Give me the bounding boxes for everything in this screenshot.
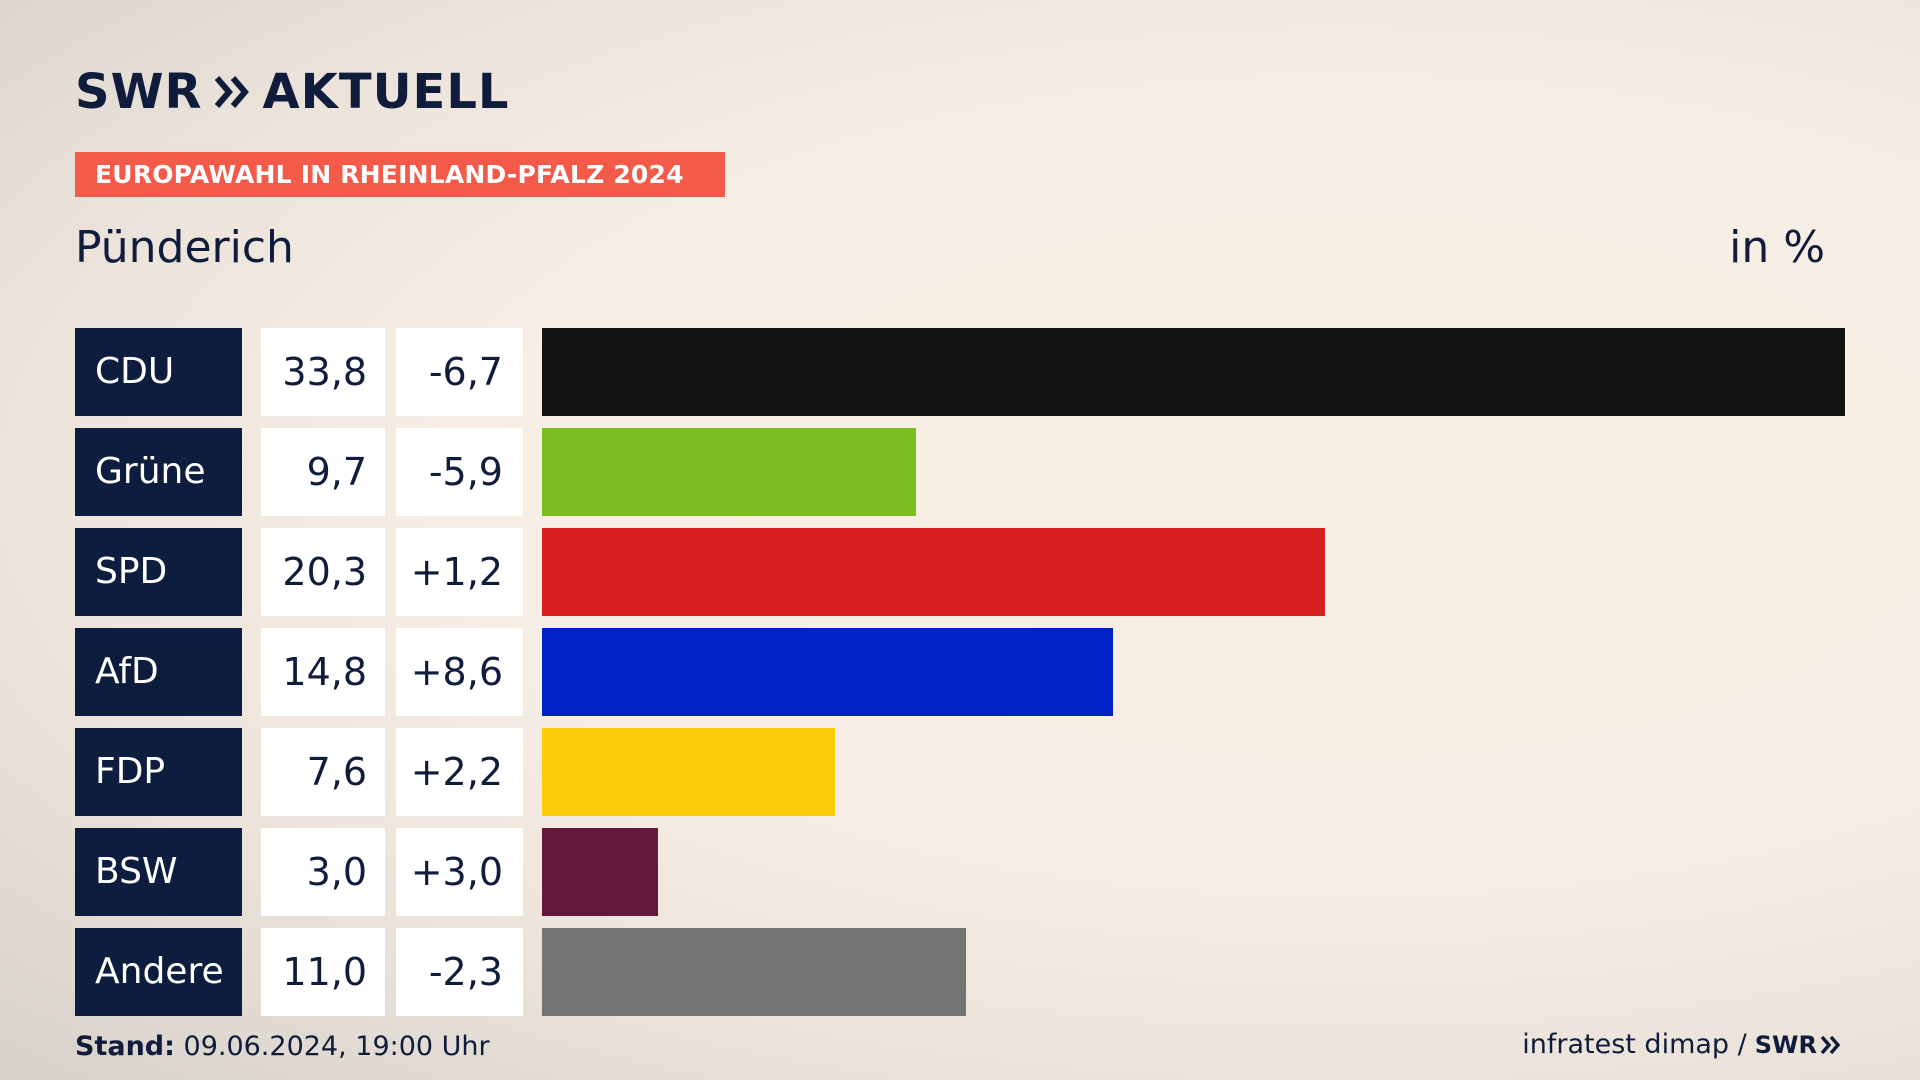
timestamp: Stand: 09.06.2024, 19:00 Uhr [75,1030,490,1064]
swr-aktuell-logo: SWR AKTUELL [75,62,510,122]
result-bar [542,928,966,1016]
stand-label: Stand: [75,1031,175,1062]
vote-share-value: 20,3 [261,528,385,616]
logo-aktuell-text: AKTUELL [262,64,510,120]
vote-change-value: +2,2 [396,728,523,816]
logo-swr-text: SWR [75,64,203,120]
party-label: FDP [75,728,242,816]
party-label: AfD [75,628,242,716]
result-bar [542,728,835,816]
stand-value: 09.06.2024, 19:00 Uhr [183,1031,490,1062]
source-credit: infratest dimap / SWR [1522,1028,1842,1062]
result-bar [542,528,1325,616]
vote-change-value: -6,7 [396,328,523,416]
result-bar [542,628,1113,716]
party-label: BSW [75,828,242,916]
party-label: Andere [75,928,242,1016]
source-text: infratest dimap / [1522,1029,1747,1060]
vote-share-value: 9,7 [261,428,385,516]
vote-share-value: 33,8 [261,328,385,416]
footer-logo-text: SWR [1754,1031,1817,1059]
vote-change-value: +8,6 [396,628,523,716]
result-bar [542,828,658,916]
election-label: EUROPAWAHL IN RHEINLAND-PFALZ 2024 [75,152,725,197]
vote-change-value: +3,0 [396,828,523,916]
vote-share-value: 14,8 [261,628,385,716]
vote-change-value: +1,2 [396,528,523,616]
footer-swr-logo: SWR [1755,1028,1842,1062]
vote-share-value: 7,6 [261,728,385,816]
result-bar [542,428,916,516]
vote-share-value: 11,0 [261,928,385,1016]
result-bar [542,328,1845,416]
vote-change-value: -2,3 [396,928,523,1016]
party-label: CDU [75,328,242,416]
double-chevron-icon [214,62,250,122]
unit-label: in % [1729,222,1825,273]
chart-title: Pünderich [75,222,294,273]
party-label: Grüne [75,428,242,516]
party-label: SPD [75,528,242,616]
vote-change-value: -5,9 [396,428,523,516]
footer-chevron-icon [1820,1035,1841,1055]
vote-share-value: 3,0 [261,828,385,916]
